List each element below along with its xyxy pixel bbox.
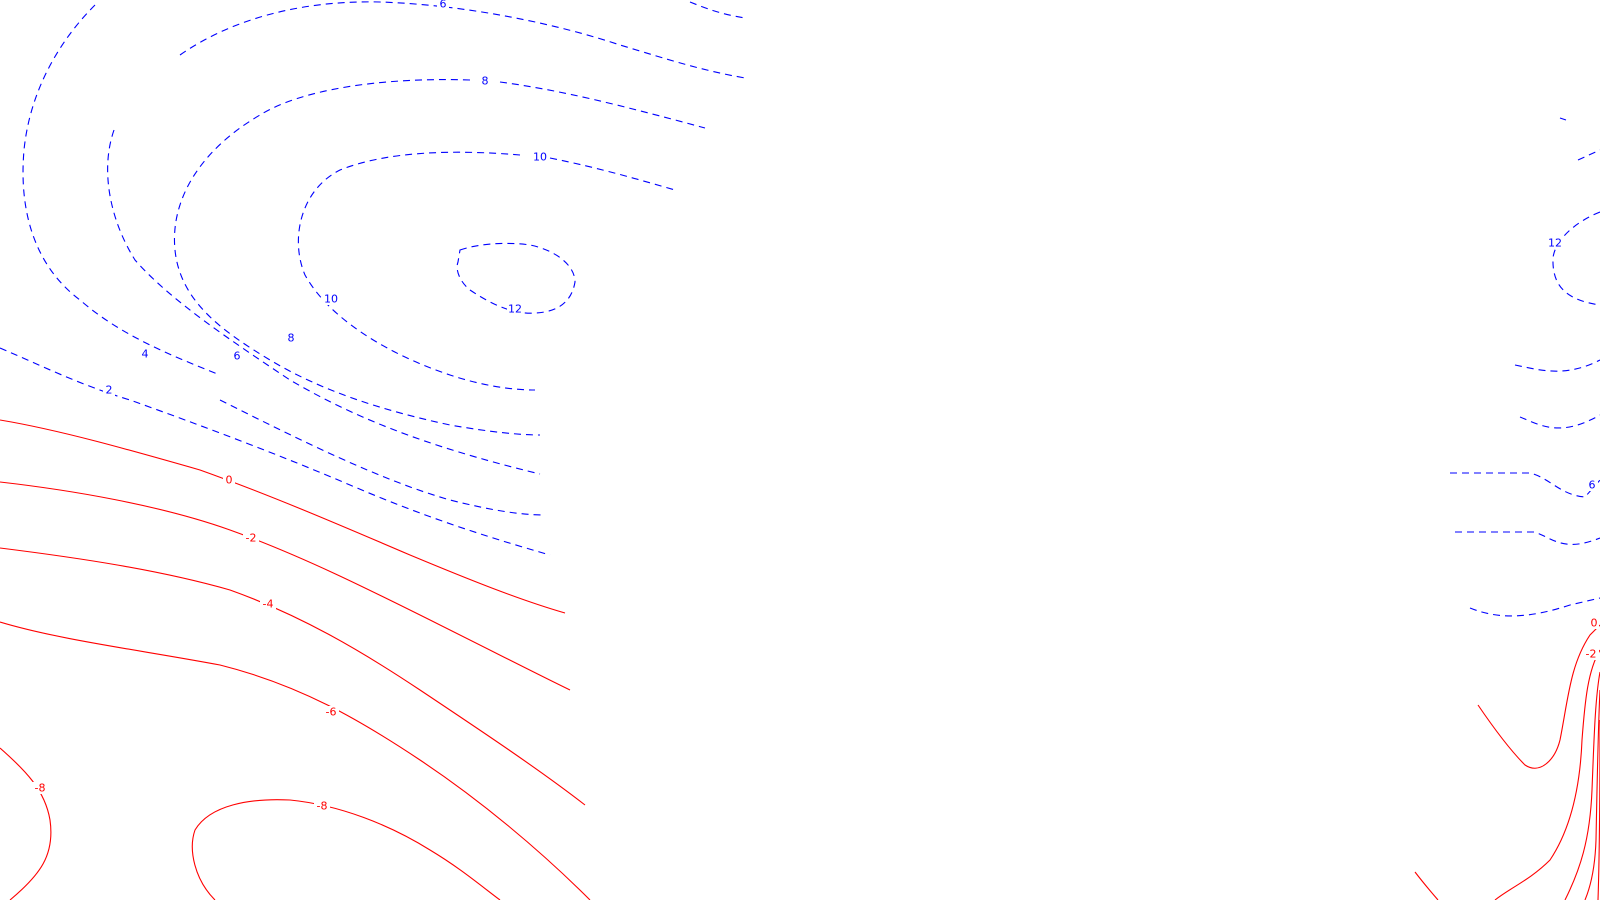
negative-contours-right: [1414, 624, 1600, 900]
right-contour-6: [1450, 472, 1600, 498]
contour-label: 8: [288, 332, 295, 345]
right-contour-minus-4: [1564, 671, 1600, 900]
positive-contours-right: [1450, 117, 1600, 617]
contour-label: -4: [263, 598, 274, 611]
contour-label: 10: [533, 151, 547, 164]
contour-label: 4: [142, 348, 149, 361]
contour-label: -6: [326, 706, 337, 719]
negative-contours-left: [0, 419, 591, 900]
contour-line-top-right-stub: [689, 1, 746, 19]
contour-label: -2: [1586, 648, 1597, 661]
contour-label: 8: [482, 75, 489, 88]
contour-line-6-top: [179, 1, 746, 79]
contour-label: -8: [317, 800, 328, 813]
right-contour-0: [1477, 624, 1600, 769]
contour-line-minus-8-left: [0, 747, 52, 900]
right-contour-a: [1514, 359, 1600, 372]
right-contour-b: [1519, 414, 1600, 429]
contour-line-6-outer: [22, 4, 221, 376]
contour-label: -8: [35, 782, 46, 795]
right-contour-d: [1469, 597, 1600, 617]
contour-label: 0: [226, 474, 233, 487]
contour-line-10: [297, 151, 676, 391]
contour-line-2: [0, 347, 551, 556]
contour-label: 6: [234, 350, 241, 363]
right-contour-minus-2: [1494, 649, 1600, 900]
right-contour-12-upper: [1577, 149, 1600, 161]
contour-label: 12: [1548, 237, 1562, 250]
contour-label: 6: [440, 0, 447, 11]
contour-label: 2: [106, 384, 113, 397]
contour-line-minus-8-bottom: [191, 799, 501, 900]
contour-line-minus-2: [0, 481, 571, 691]
contour-labels: 6 8 10 12 10 8 6 4 2 0 -2 -4 -6 -8 -8 12: [32, 0, 1599, 813]
right-contour-12: [1552, 211, 1600, 306]
right-contour-c: [1455, 531, 1600, 545]
contour-line-4b: [219, 399, 546, 516]
contour-line-minus-4: [0, 547, 586, 806]
contour-label: 6: [1589, 479, 1596, 492]
right-contour-bottom-hook: [1414, 871, 1439, 900]
contour-line-8: [173, 79, 706, 436]
contour-label: 12: [508, 303, 522, 316]
right-contour-minus-6: [1584, 689, 1600, 900]
positive-contours-left: [0, 1, 746, 556]
right-contour-tick: [1559, 117, 1567, 121]
contour-label: 0: [1591, 617, 1598, 630]
contour-line-12-closed: [456, 242, 576, 314]
contour-label: 10: [324, 293, 338, 306]
contour-line-minus-6: [0, 621, 591, 900]
contour-line-0: [0, 419, 566, 614]
contour-label: -2: [246, 532, 257, 545]
